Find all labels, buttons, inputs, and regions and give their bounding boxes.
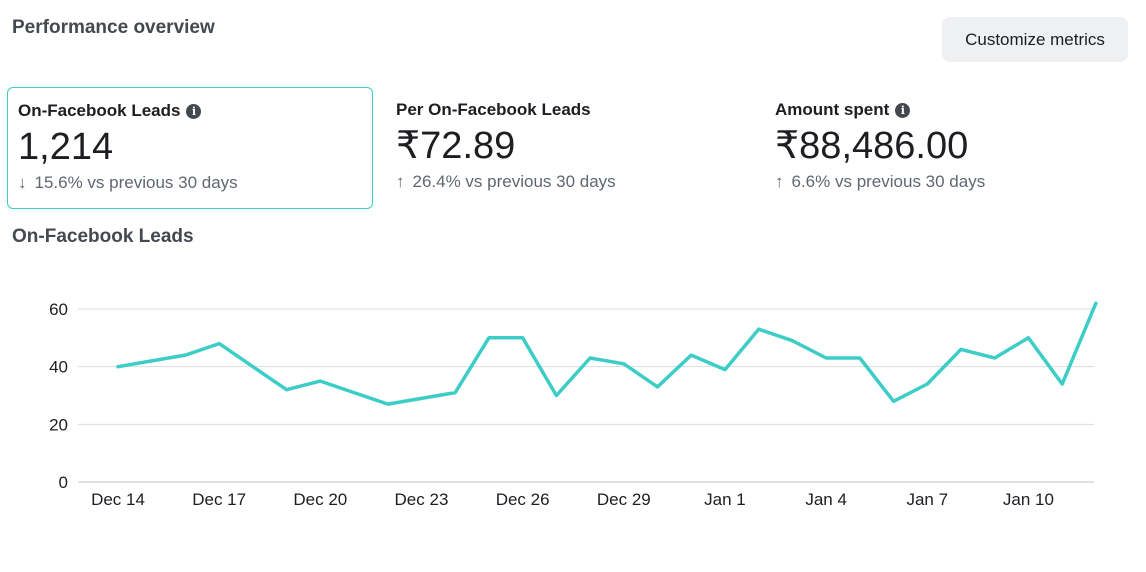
metric-card-cost-per-lead[interactable]: Per On-Facebook Leads ₹72.89 ↑ 26.4% vs …: [386, 87, 752, 209]
data-point: [993, 356, 997, 360]
data-point: [183, 353, 187, 357]
metric-label: Per On-Facebook Leads: [396, 100, 742, 120]
data-point: [757, 327, 761, 331]
data-point: [858, 356, 862, 360]
data-point: [251, 365, 255, 369]
data-point: [959, 347, 963, 351]
page-title: Performance overview: [12, 17, 215, 38]
y-tick-label: 20: [49, 415, 68, 434]
x-tick-label: Jan 10: [1003, 490, 1054, 509]
data-point: [689, 353, 693, 357]
metric-change-text: 26.4% vs previous 30 days: [412, 172, 616, 191]
metric-label-text: On-Facebook Leads: [18, 101, 181, 120]
x-tick-label: Jan 7: [906, 490, 948, 509]
series-line: [116, 301, 1098, 406]
metric-change: ↑ 26.4% vs previous 30 days: [396, 172, 742, 192]
data-point: [824, 356, 828, 360]
data-point: [352, 391, 356, 395]
metric-card-amount-spent[interactable]: Amount spent i ₹88,486.00 ↑ 6.6% vs prev…: [765, 87, 1131, 209]
data-point: [790, 339, 794, 343]
chart-title: On-Facebook Leads: [12, 226, 194, 247]
data-point: [487, 336, 491, 340]
x-tick-label: Dec 20: [293, 490, 347, 509]
data-point: [723, 368, 727, 372]
y-tick-label: 0: [59, 473, 68, 492]
data-point: [521, 336, 525, 340]
data-point: [925, 382, 929, 386]
data-point: [1060, 382, 1064, 386]
metric-change-text: 6.6% vs previous 30 days: [791, 172, 986, 191]
data-point: [386, 402, 390, 406]
y-tick-label: 60: [49, 300, 68, 319]
data-point: [554, 394, 558, 397]
data-point: [150, 359, 154, 363]
data-point: [453, 391, 457, 395]
metric-value: 1,214: [18, 126, 114, 168]
metric-label: On-Facebook Leads i: [18, 101, 362, 121]
info-icon[interactable]: i: [895, 102, 911, 118]
data-point: [1026, 336, 1030, 340]
x-tick-label: Dec 26: [496, 490, 550, 509]
metric-label-text: Amount spent: [775, 100, 890, 119]
metric-change: ↑ 6.6% vs previous 30 days: [775, 172, 1121, 192]
data-point: [588, 356, 592, 360]
y-tick-label: 40: [49, 358, 68, 377]
arrow-up-icon: ↑: [775, 172, 784, 191]
data-point: [656, 385, 660, 389]
x-tick-label: Dec 14: [91, 490, 145, 509]
data-point: [892, 399, 896, 403]
info-icon[interactable]: i: [186, 103, 202, 119]
data-point: [285, 388, 289, 392]
x-tick-label: Dec 17: [192, 490, 246, 509]
metric-label-text: Per On-Facebook Leads: [396, 100, 591, 119]
x-tick-label: Jan 4: [805, 490, 847, 509]
arrow-down-icon: ↓: [18, 173, 27, 192]
metric-change: ↓ 15.6% vs previous 30 days: [18, 173, 362, 193]
data-point: [217, 342, 221, 346]
data-point: [318, 379, 322, 383]
arrow-up-icon: ↑: [396, 172, 405, 191]
metric-change-text: 15.6% vs previous 30 days: [34, 173, 238, 192]
data-point: [622, 362, 626, 366]
x-tick-label: Jan 1: [704, 490, 746, 509]
data-point: [116, 365, 120, 369]
metric-value: ₹88,486.00: [775, 125, 969, 167]
data-point: [1094, 301, 1098, 305]
data-point: [419, 396, 423, 400]
metric-label: Amount spent i: [775, 100, 1121, 120]
metric-card-leads[interactable]: On-Facebook Leads i 1,214 ↓ 15.6% vs pre…: [7, 87, 373, 209]
customize-metrics-button[interactable]: Customize metrics: [942, 17, 1128, 62]
x-tick-label: Dec 29: [597, 490, 651, 509]
metric-value: ₹72.89: [396, 125, 516, 167]
x-tick-label: Dec 23: [395, 490, 449, 509]
